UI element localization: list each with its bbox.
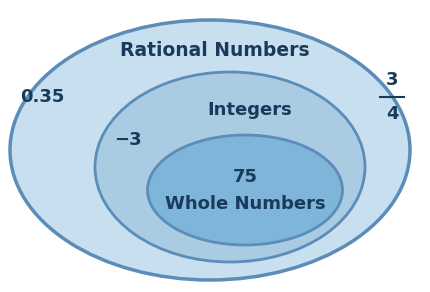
Text: Integers: Integers [208,101,292,119]
Ellipse shape [147,135,343,245]
Text: Whole Numbers: Whole Numbers [165,195,326,213]
Ellipse shape [10,20,410,280]
Ellipse shape [95,72,365,262]
Text: 75: 75 [233,168,258,186]
Text: 0.35: 0.35 [20,88,64,106]
Text: −3: −3 [114,131,142,149]
Text: Rational Numbers: Rational Numbers [120,41,310,60]
Text: 3: 3 [386,71,398,89]
Text: 4: 4 [386,105,398,123]
